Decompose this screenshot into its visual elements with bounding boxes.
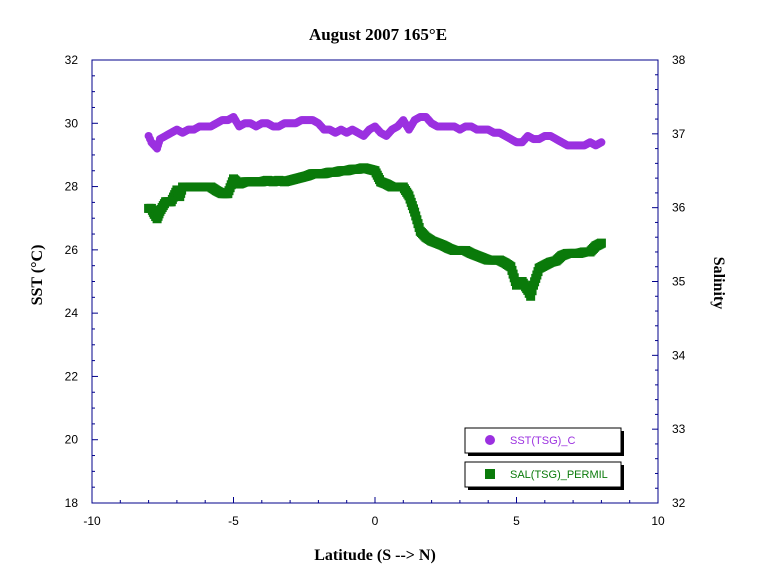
legend-item-sal: SAL(TSG)_PERMIL [464, 461, 624, 490]
y-tick-label: 26 [65, 243, 79, 257]
y2-axis-title: Salinity [710, 257, 727, 309]
x-tick-label: 0 [372, 514, 379, 528]
legend-sal-label: SAL(TSG)_PERMIL [510, 469, 608, 481]
y-tick-label: 30 [65, 116, 79, 130]
y2-tick-label: 38 [672, 53, 686, 67]
y-axis-right: 32 33 34 35 36 37 38 [652, 53, 686, 510]
x-tick-label: -10 [83, 514, 101, 528]
sst-point [597, 138, 606, 147]
y2-tick-label: 33 [672, 422, 686, 436]
y2-tick-label: 36 [672, 201, 686, 215]
legend-sst-marker [485, 435, 495, 445]
series-sst-markers [144, 112, 606, 153]
sal-point [526, 291, 536, 301]
series-sal-markers [144, 163, 606, 301]
y-tick-label: 20 [65, 433, 79, 447]
y-tick-label: 18 [65, 496, 79, 510]
legend-sst-label: SST(TSG)_C [510, 435, 575, 447]
x-tick-label: 5 [513, 514, 520, 528]
legend-item-sst: SST(TSG)_C [464, 427, 624, 456]
x-axis: -10 -5 0 5 10 [83, 497, 665, 528]
x-tick-label: 10 [651, 514, 665, 528]
y2-tick-label: 35 [672, 275, 686, 289]
sal-point [527, 286, 537, 296]
legend-sal-marker [485, 469, 495, 479]
y-tick-label: 28 [65, 180, 79, 194]
y-tick-label: 24 [65, 306, 79, 320]
y2-tick-label: 37 [672, 127, 686, 141]
y-tick-label: 32 [65, 53, 79, 67]
x-tick-label: -5 [228, 514, 239, 528]
y2-tick-label: 32 [672, 496, 686, 510]
sal-point [596, 238, 606, 248]
x-axis-title: Latitude (S --> N) [314, 547, 436, 564]
y-tick-label: 22 [65, 369, 79, 383]
y-axis-title: SST (°C) [29, 245, 46, 306]
y-axis-left: 18 20 22 24 26 28 30 32 [65, 53, 98, 510]
legend: SST(TSG)_C SAL(TSG)_PERMIL [464, 427, 624, 490]
chart-title: August 2007 165°E [309, 25, 447, 44]
y2-tick-label: 34 [672, 348, 686, 362]
